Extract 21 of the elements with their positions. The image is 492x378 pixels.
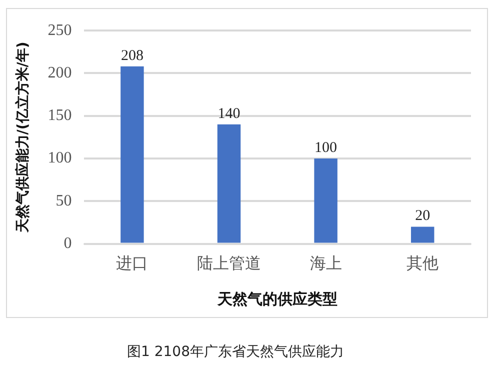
caption: 图1 2108年广东省天然气供应能力 <box>127 343 345 361</box>
y-tick-label: 250 <box>48 22 72 39</box>
y-tick-label: 200 <box>48 64 72 82</box>
y-axis-title: 天然气供应能力/(亿立方米/年) <box>14 42 32 234</box>
x-axis-title: 天然气的供应类型 <box>216 290 338 308</box>
x-tick-label: 进口 <box>116 254 148 273</box>
bar <box>314 158 338 243</box>
x-tick-label: 其他 <box>406 254 439 273</box>
y-tick-label: 150 <box>48 107 72 124</box>
y-tick-label: 50 <box>56 192 72 210</box>
bar <box>120 66 144 243</box>
x-tick-label: 陆上管道 <box>197 254 261 273</box>
data-label: 140 <box>218 106 240 122</box>
bar <box>217 124 241 243</box>
y-tick-label: 0 <box>64 235 72 252</box>
x-tick-label: 海上 <box>310 254 342 273</box>
data-label: 208 <box>120 48 144 64</box>
y-tick-label: 100 <box>48 150 72 167</box>
data-label: 20 <box>415 208 430 224</box>
bar <box>410 226 434 243</box>
data-label: 100 <box>314 140 338 156</box>
